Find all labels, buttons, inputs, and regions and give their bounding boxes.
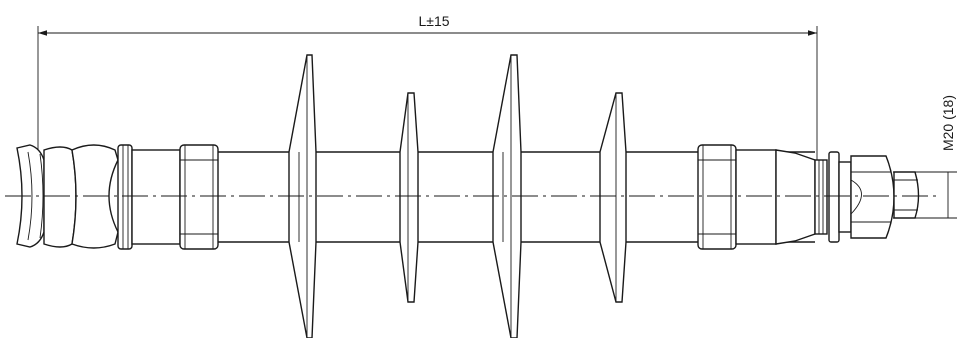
length-label: L±15	[418, 13, 449, 29]
large-shed-1	[288, 54, 317, 338]
stud-end-fitting	[697, 144, 920, 250]
thread-label: M20 (18)	[940, 95, 956, 151]
small-shed-1	[399, 92, 419, 303]
socket-end-fitting	[16, 144, 219, 250]
small-shed-2	[599, 92, 627, 303]
length-dimension: L±15	[37, 13, 818, 160]
large-shed-2	[492, 54, 522, 338]
